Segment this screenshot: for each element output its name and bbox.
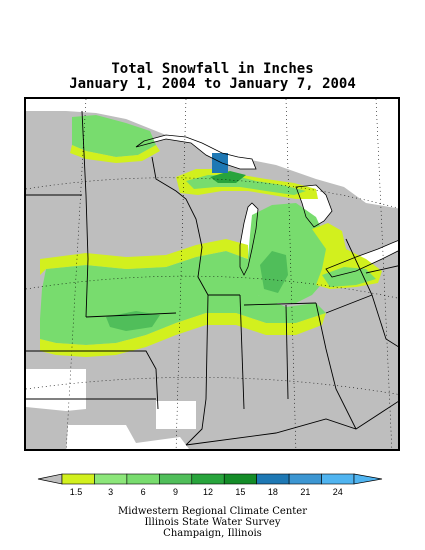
legend-swatch bbox=[159, 473, 193, 485]
legend-tick-label: 9 bbox=[173, 487, 178, 497]
legend-over-arrow bbox=[353, 473, 383, 485]
legend-tick-label: 24 bbox=[333, 487, 343, 497]
snow-band-central-north-edge bbox=[40, 239, 248, 275]
snow-max-michigan bbox=[260, 251, 288, 293]
legend-tick-label: 21 bbox=[300, 487, 310, 497]
color-legend: 1.5 3 6 9 12 15 18 21 24 bbox=[37, 473, 383, 497]
legend-tick-label: 1.5 bbox=[70, 487, 83, 497]
no-data-patch-1 bbox=[26, 369, 86, 411]
snow-band-central-south-edge bbox=[40, 313, 326, 357]
credit-location: Champaign, Illinois bbox=[163, 528, 262, 539]
legend-swatch bbox=[321, 473, 355, 485]
legend-under-arrow bbox=[37, 473, 63, 485]
legend-boxes bbox=[61, 473, 355, 485]
no-data-patch-3 bbox=[66, 425, 189, 449]
snowfall-map bbox=[24, 97, 400, 451]
snow-band-east bbox=[322, 267, 376, 287]
legend-tick-label: 15 bbox=[235, 487, 245, 497]
canada-no-data bbox=[26, 99, 398, 209]
snow-max-central bbox=[106, 311, 160, 331]
snow-max-up bbox=[210, 171, 246, 183]
state-borders bbox=[26, 110, 398, 446]
graticule bbox=[26, 99, 398, 449]
legend-swatch bbox=[223, 473, 257, 485]
no-data-patch-2 bbox=[156, 401, 196, 429]
credit-mrcc: Midwestern Regional Climate Center bbox=[118, 506, 307, 517]
legend-tick-label: 12 bbox=[203, 487, 213, 497]
map-date-range: January 1, 2004 to January 7, 2004 bbox=[69, 76, 356, 92]
legend-swatch bbox=[94, 473, 128, 485]
snowfall-map-svg bbox=[26, 99, 398, 449]
legend-tick-label: 18 bbox=[268, 487, 278, 497]
legend-swatch bbox=[61, 473, 95, 485]
legend-swatch bbox=[126, 473, 160, 485]
coastlines bbox=[135, 134, 398, 278]
legend-tick-label: 6 bbox=[141, 487, 146, 497]
legend-tick-label: 3 bbox=[108, 487, 113, 497]
legend-swatch bbox=[256, 473, 290, 485]
map-title: Total Snowfall in Inches bbox=[111, 61, 314, 77]
credit-isws: Illinois State Water Survey bbox=[144, 517, 281, 528]
snow-band-north bbox=[72, 115, 156, 157]
snow-peak-blue bbox=[212, 153, 228, 173]
legend-swatch bbox=[288, 473, 322, 485]
snow-band-north-edge bbox=[70, 145, 160, 163]
legend-ticks: 1.5 3 6 9 12 15 18 21 24 bbox=[70, 487, 343, 497]
legend-swatch bbox=[191, 473, 225, 485]
